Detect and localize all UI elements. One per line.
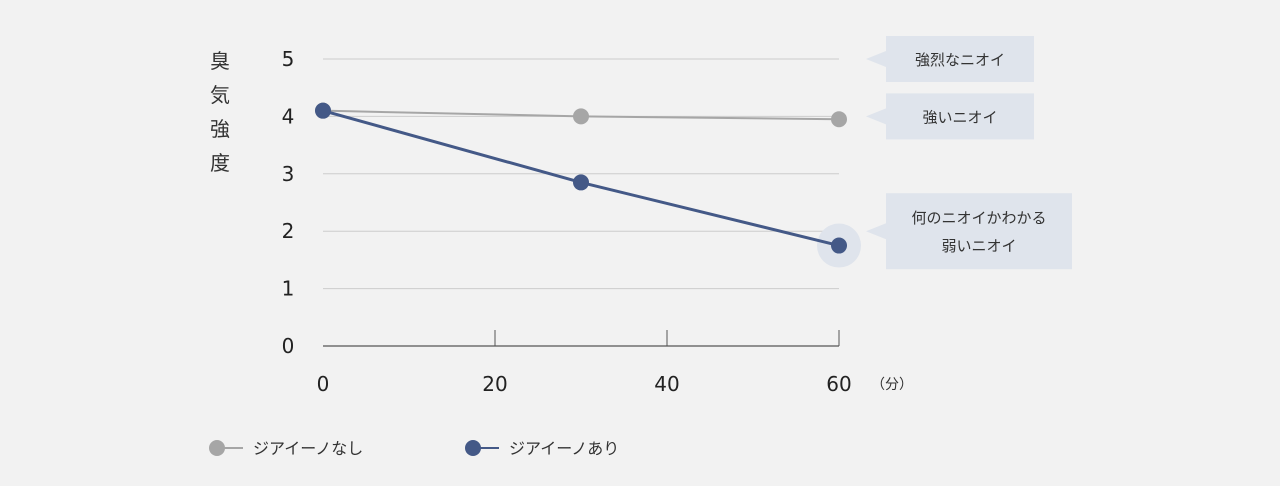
data-point	[573, 108, 589, 125]
data-point	[831, 111, 847, 128]
y-tick-label-4: 4	[282, 104, 295, 128]
legend-item-0: ジアイーノなし	[209, 439, 363, 458]
series-group	[315, 102, 847, 254]
x-tick-label-0: 0	[317, 372, 330, 396]
y-tick-label-5: 5	[282, 47, 295, 71]
callout-0: 強烈なニオイ	[866, 36, 1034, 82]
y-tick-label-1: 1	[282, 277, 295, 301]
callout-pointer	[866, 223, 886, 240]
y-axis-label-char: 臭	[210, 49, 230, 73]
legend: ジアイーノなし ジアイーノあり	[209, 439, 619, 458]
legend-marker	[465, 440, 481, 456]
data-point	[573, 174, 589, 191]
y-axis-label-char: 度	[210, 151, 230, 175]
callout-box	[886, 36, 1034, 82]
x-tick-labels: 0 20 40 60	[317, 372, 852, 396]
callout-text: 強烈なニオイ	[915, 51, 1005, 69]
series-0	[315, 102, 847, 128]
data-point	[831, 237, 847, 254]
y-tick-label-2: 2	[282, 219, 295, 243]
callout-text: 強いニオイ	[922, 108, 997, 126]
x-tick-label-20: 20	[482, 372, 507, 396]
callout-pointer	[866, 51, 886, 67]
legend-label: ジアイーノあり	[509, 439, 619, 458]
series-1	[315, 102, 847, 254]
callout-1: 強いニオイ	[866, 93, 1034, 140]
x-tick-label-60: 60	[826, 372, 851, 396]
x-axis-unit: （分）	[871, 377, 913, 393]
callout-text: 弱いニオイ	[941, 237, 1016, 255]
callout-box	[886, 193, 1072, 270]
callout-pointer	[866, 108, 886, 125]
legend-label: ジアイーノなし	[253, 439, 363, 458]
callout-text: 何のニオイかわかる	[911, 209, 1046, 227]
y-tick-labels: 0 1 2 3 4 5	[282, 47, 295, 358]
y-axis-label-char: 強	[210, 117, 230, 141]
data-point	[315, 102, 331, 119]
x-axis	[323, 330, 840, 347]
callout-box	[886, 93, 1034, 140]
y-axis-label-char: 気	[210, 83, 230, 107]
legend-marker	[209, 440, 225, 456]
legend-item-1: ジアイーノあり	[465, 439, 619, 458]
x-tick-label-40: 40	[654, 372, 679, 396]
grid-lines	[323, 58, 839, 290]
y-tick-label-3: 3	[282, 162, 295, 186]
y-tick-label-0: 0	[282, 334, 295, 358]
